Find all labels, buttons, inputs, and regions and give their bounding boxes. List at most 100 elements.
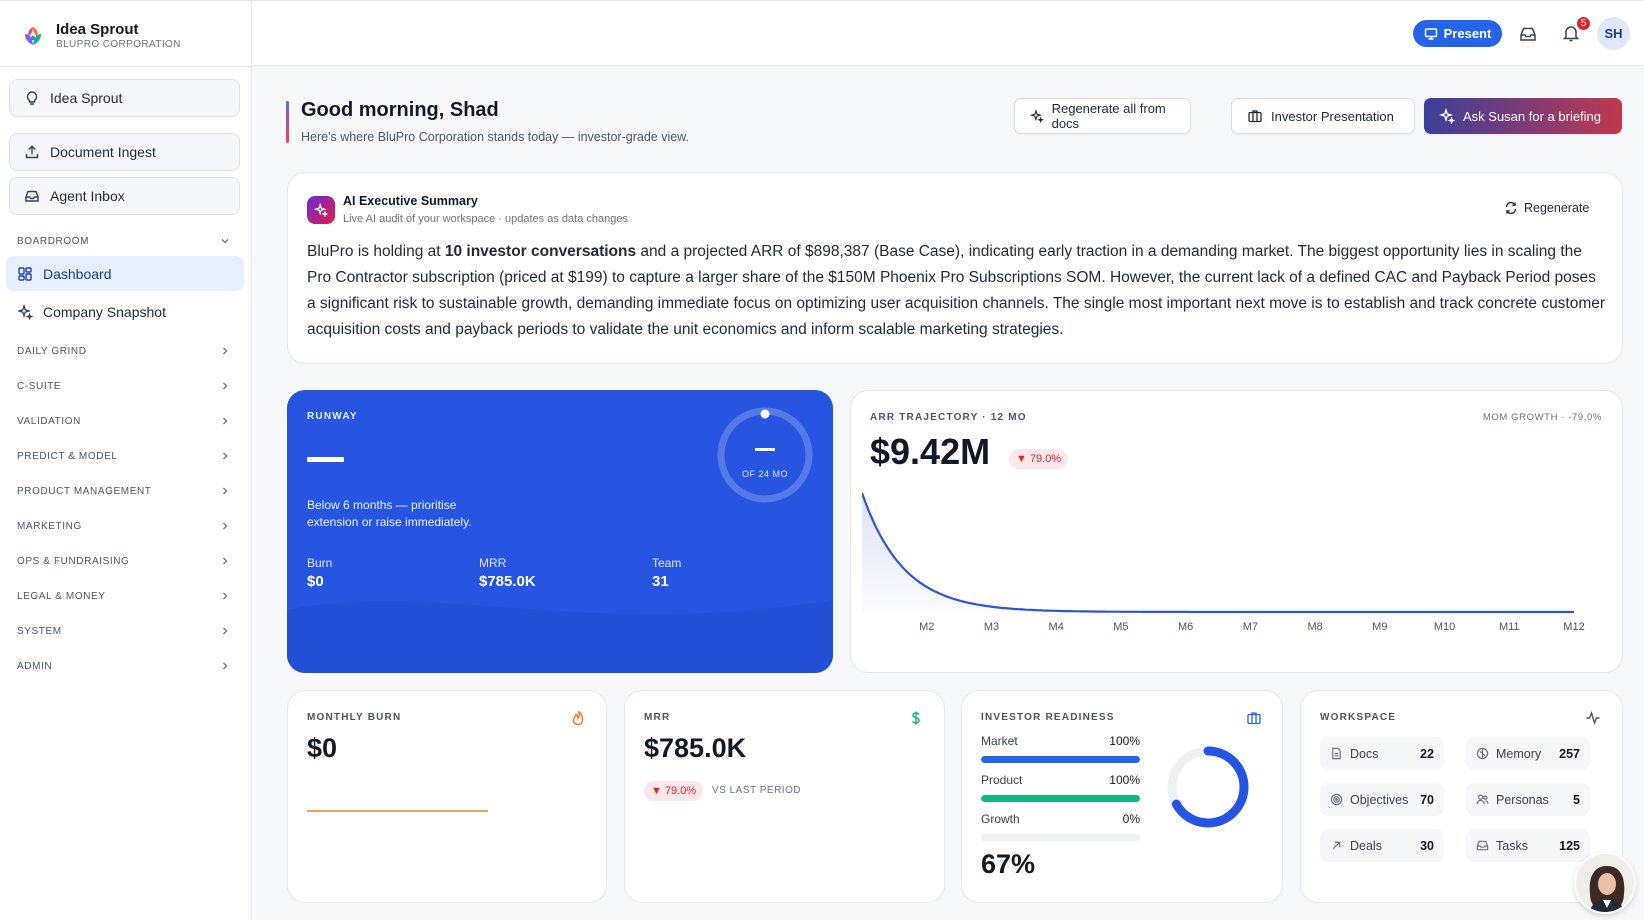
chevron-right-icon — [223, 487, 228, 495]
sidebar-item-company-snapshot[interactable]: Company Snapshot — [6, 294, 244, 329]
present-button[interactable]: Present — [1413, 20, 1502, 47]
section-admin[interactable]: ADMIN — [17, 658, 231, 674]
tile-label: Memory — [1496, 746, 1542, 761]
runway-stat-mrr: MRR $785.0K — [479, 556, 536, 590]
section-label: VALIDATION — [17, 415, 81, 427]
readiness-row-growth: Growth 0% — [981, 812, 1140, 841]
workspace-tile-docs[interactable]: Docs 22 — [1320, 737, 1444, 770]
investor-readiness-label: INVESTOR READINESS — [981, 712, 1115, 723]
sparkles-icon — [1030, 109, 1044, 124]
arrow-up-right-icon — [1332, 841, 1341, 850]
section-label: OPS & FUNDRAISING — [17, 555, 130, 567]
readiness-bar-track — [981, 834, 1140, 841]
monitor-icon — [1424, 27, 1437, 40]
monthly-burn-card: MONTHLY BURN $0 — [287, 690, 607, 903]
bell-icon[interactable] — [1561, 23, 1581, 43]
workspace-tile-personas[interactable]: Personas 5 — [1466, 783, 1590, 816]
inbox-icon[interactable] — [1518, 24, 1538, 44]
runway-note: Below 6 months — prioritise extension or… — [307, 498, 472, 529]
arr-series-line — [862, 492, 1574, 614]
mrr-label: MRR — [644, 712, 671, 723]
investor-presentation-button[interactable]: Investor Presentation — [1231, 98, 1415, 134]
ask-susan-button[interactable]: Ask Susan for a briefing — [1424, 98, 1622, 134]
topbar — [252, 0, 1644, 66]
inbox-icon — [25, 190, 39, 202]
chevron-right-icon — [223, 347, 228, 355]
workspace-tile-memory[interactable]: Memory 257 — [1466, 737, 1590, 770]
section-product-management[interactable]: PRODUCT MANAGEMENT — [17, 483, 231, 499]
readiness-donut-arc — [1167, 746, 1249, 828]
assistant-portrait-icon — [1588, 866, 1626, 912]
regenerate-button[interactable]: Regenerate — [1504, 201, 1589, 215]
section-system[interactable]: SYSTEM — [17, 623, 231, 639]
arr-tick-label: M8 — [1307, 621, 1322, 633]
section-boardroom[interactable]: BOARDROOM — [17, 233, 231, 249]
section-daily-grind[interactable]: DAILY GRIND — [17, 343, 231, 359]
arr-tick-label: M12 — [1563, 621, 1584, 633]
summary-text-body: and a projected ARR of $898,387 (Base Ca… — [307, 243, 1606, 338]
section-ops-fundraising[interactable]: OPS & FUNDRAISING — [17, 553, 231, 569]
tile-label: Personas — [1496, 792, 1549, 807]
arr-area-fill — [862, 493, 1574, 612]
workspace-tile-tasks[interactable]: Tasks 125 — [1466, 829, 1590, 862]
readiness-row-pct: 0% — [1122, 812, 1140, 826]
section-marketing[interactable]: MARKETING — [17, 518, 231, 534]
tile-count: 30 — [1420, 838, 1434, 853]
readiness-row-label: Product — [981, 773, 1023, 787]
page-subtitle: Here's where BluPro Corporation stands t… — [301, 130, 689, 144]
chevron-right-icon — [223, 662, 228, 670]
section-legal-money[interactable]: LEGAL & MONEY — [17, 588, 231, 604]
present-label: Present — [1443, 26, 1492, 41]
runway-label: RUNWAY — [307, 411, 358, 422]
sidebar-item-dashboard[interactable]: Dashboard — [6, 256, 244, 291]
target-icon — [1330, 793, 1343, 806]
avatar[interactable]: SH — [1597, 17, 1630, 50]
tile-label: Deals — [1350, 838, 1382, 853]
arr-tick-label: M9 — [1372, 621, 1387, 633]
arr-change-badge: ▼ 79.0% — [1009, 449, 1069, 469]
workspace-label: WORKSPACE — [1320, 712, 1397, 723]
mrr-value: $785.0K — [644, 733, 747, 763]
workspace-tile-deals[interactable]: Deals 30 — [1320, 829, 1444, 862]
section-predict-model[interactable]: PREDICT & MODEL — [17, 448, 231, 464]
section-label: DAILY GRIND — [17, 345, 87, 357]
readiness-row-pct: 100% — [1109, 734, 1140, 748]
flame-icon — [572, 710, 584, 726]
dashboard-icon — [18, 266, 32, 281]
runway-ring-value-dash — [755, 448, 775, 451]
brand-name: Idea Sprout — [56, 21, 139, 38]
sparkles-icon — [1439, 108, 1455, 124]
notification-badge: 5 — [1575, 15, 1592, 32]
arr-tick-label: M10 — [1434, 621, 1455, 633]
burn-sparkline — [307, 810, 488, 812]
sidebar-card-agent-inbox[interactable]: Agent Inbox — [9, 177, 240, 215]
regenerate-all-button[interactable]: Regenerate all from docs — [1014, 98, 1191, 134]
tile-count: 5 — [1573, 792, 1580, 807]
sidebar-card-idea-sprout[interactable]: Idea Sprout — [9, 79, 240, 117]
section-c-suite[interactable]: C-SUITE — [17, 378, 231, 394]
chevron-right-icon — [223, 627, 228, 635]
briefcase-icon — [1248, 110, 1262, 123]
upload-icon — [25, 145, 39, 159]
lightbulb-icon — [26, 91, 38, 105]
brand[interactable]: Idea Sprout BLUPRO CORPORATION — [20, 21, 181, 51]
mrr-card: MRR $785.0K ▼ 79.0% VS LAST PERIOD — [624, 690, 945, 903]
page-title: Good morning, Shad — [301, 99, 499, 121]
tile-count: 22 — [1420, 746, 1434, 761]
section-validation[interactable]: VALIDATION — [17, 413, 231, 429]
tile-label: Docs — [1350, 746, 1379, 761]
sidebar-card-label: Agent Inbox — [50, 188, 125, 204]
doc-icon — [1332, 747, 1341, 760]
button-label: Regenerate all from docs — [1051, 101, 1166, 131]
readiness-row-pct: 100% — [1109, 773, 1140, 787]
section-label: PREDICT & MODEL — [17, 450, 118, 462]
inbox-icon — [1476, 840, 1489, 851]
readiness-row-market: Market 100% — [981, 734, 1140, 763]
stat-value: 31 — [652, 573, 669, 590]
assistant-avatar[interactable] — [1574, 852, 1636, 914]
sidebar-card-document-ingest[interactable]: Document Ingest — [9, 133, 240, 171]
sparkles-icon — [17, 303, 33, 320]
workspace-tile-objectives[interactable]: Objectives 70 — [1320, 783, 1444, 816]
section-label: MARKETING — [17, 520, 82, 532]
tile-count: 70 — [1420, 792, 1434, 807]
